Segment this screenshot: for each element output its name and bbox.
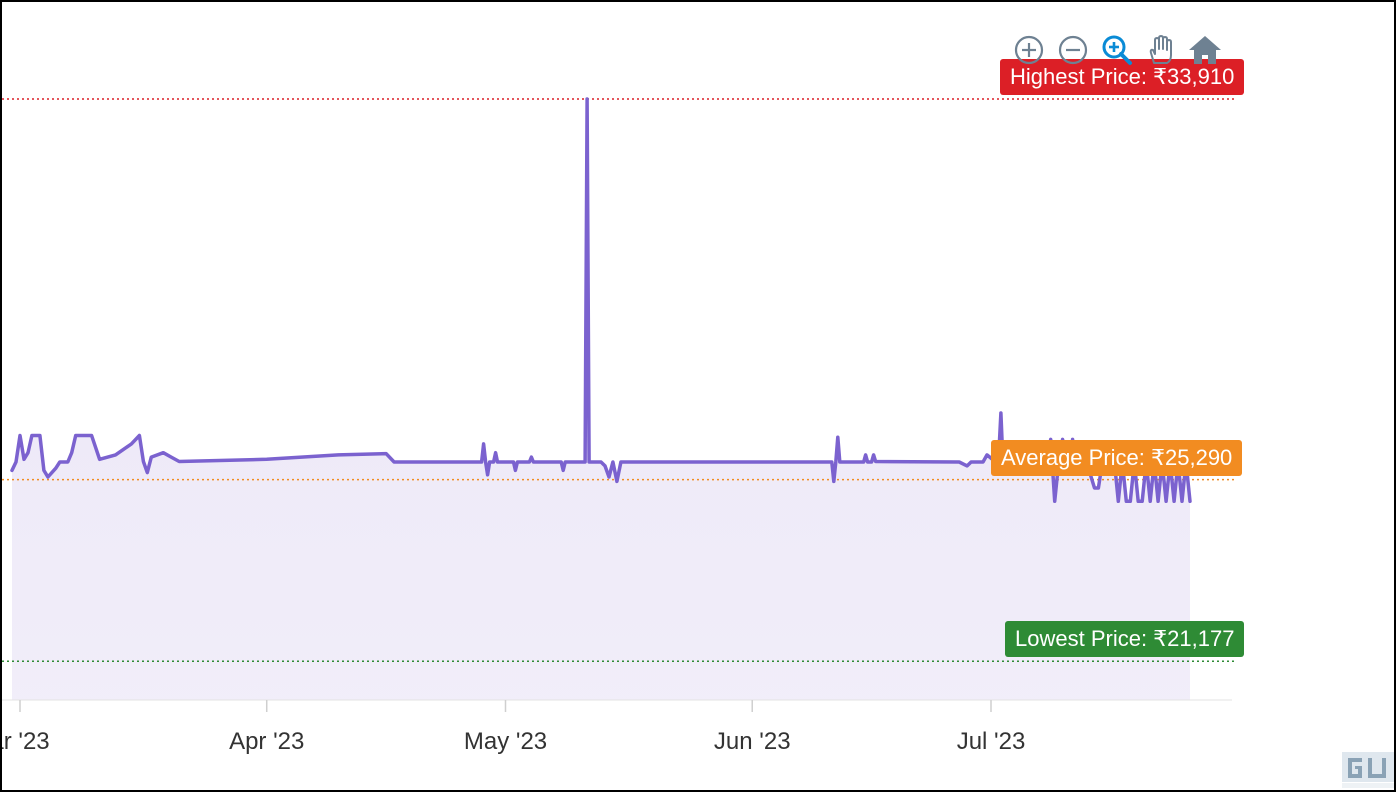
- minus-circle-icon: [1058, 35, 1088, 65]
- chart-toolbar: [1010, 30, 1224, 70]
- plus-circle-icon: [1014, 35, 1044, 65]
- home-icon: [1189, 36, 1221, 64]
- x-tick-label: Apr '23: [229, 728, 305, 755]
- x-tick-label: ar '23: [2, 728, 50, 755]
- magnifier-plus-icon: [1102, 35, 1132, 65]
- x-tick-label: May '23: [463, 728, 548, 755]
- zoom-in-button[interactable]: [1010, 31, 1048, 69]
- gadgets-to-use-logo: [1342, 752, 1394, 788]
- pan-button[interactable]: [1142, 31, 1180, 69]
- x-tick-label: Jul '23: [956, 728, 1026, 755]
- highest-price-badge: Highest Price: ₹33,910: [1000, 58, 1245, 95]
- reset-zoom-button[interactable]: [1186, 31, 1224, 69]
- series-area: [12, 99, 1190, 700]
- lowest-price-badge: Lowest Price: ₹21,177: [1005, 621, 1245, 658]
- selection-zoom-button[interactable]: [1098, 31, 1136, 69]
- series-line: [10, 97, 1192, 504]
- hand-icon: [1149, 35, 1172, 64]
- x-tick-label: Jun '23: [713, 728, 791, 755]
- zoom-out-button[interactable]: [1054, 31, 1092, 69]
- average-price-badge: Average Price: ₹25,290: [991, 439, 1243, 476]
